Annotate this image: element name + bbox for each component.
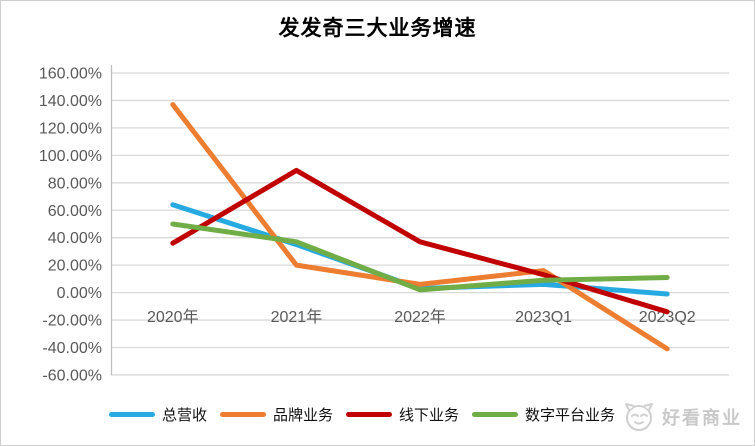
- legend-label-total-revenue: 总营收: [162, 407, 208, 424]
- legend-label-digital-platform-business: 数字平台业务: [525, 407, 616, 424]
- legend-item-total-revenue: 总营收: [109, 404, 207, 425]
- chart-title: 发发奇三大业务增速: [278, 17, 477, 40]
- legend-swatch-total-revenue: [109, 412, 155, 417]
- y-axis-tick-label: 160.00%: [39, 66, 102, 83]
- x-axis-category-label: 2021年: [271, 308, 323, 326]
- legend-item-digital-platform-business: 数字平台业务: [472, 404, 615, 425]
- y-axis-tick-label: 40.00%: [48, 230, 102, 247]
- series-line-digital-platform-business: [170, 221, 670, 293]
- y-axis-tick-label: 80.00%: [48, 175, 102, 192]
- legend-swatch-digital-platform-business: [472, 412, 519, 417]
- y-axis-tick-label: -60.00%: [42, 367, 102, 384]
- y-axis-tick-label: 100.00%: [39, 148, 102, 165]
- legend-swatch-offline-business: [346, 412, 393, 417]
- x-axis-category-label: 2023Q2: [639, 309, 696, 326]
- legend-label-brand-business: 品牌业务: [273, 407, 334, 424]
- x-axis-category-label: 2023Q1: [515, 309, 572, 326]
- y-axis-tick-label: 20.00%: [48, 258, 102, 275]
- legend-label-offline-business: 线下业务: [399, 407, 460, 424]
- y-axis-tick-label: 120.00%: [39, 120, 102, 137]
- watermark-text: 好看商业: [662, 408, 742, 428]
- chart-legend: 总营收 品牌业务 线下业务 数字平台业务: [109, 404, 615, 425]
- y-axis-tick-label: 60.00%: [48, 203, 102, 220]
- y-axis-tick-label: 0.00%: [57, 285, 102, 302]
- legend-item-brand-business: 品牌业务: [220, 404, 333, 425]
- watermark-mascot-icon: [625, 403, 653, 431]
- x-axis-category-label: 2020年: [147, 308, 199, 326]
- legend-swatch-brand-business: [220, 412, 267, 417]
- watermark: 好看商业: [621, 401, 742, 433]
- series-line-offline-business: [170, 167, 670, 315]
- y-axis-tick-label: -20.00%: [42, 313, 102, 330]
- x-axis-category-label: 2022年: [394, 308, 446, 326]
- legend-item-offline-business: 线下业务: [346, 404, 459, 425]
- series-line-brand-business: [170, 102, 670, 352]
- y-axis-tick-label: 140.00%: [39, 93, 102, 110]
- y-axis-tick-label: -40.00%: [42, 340, 102, 357]
